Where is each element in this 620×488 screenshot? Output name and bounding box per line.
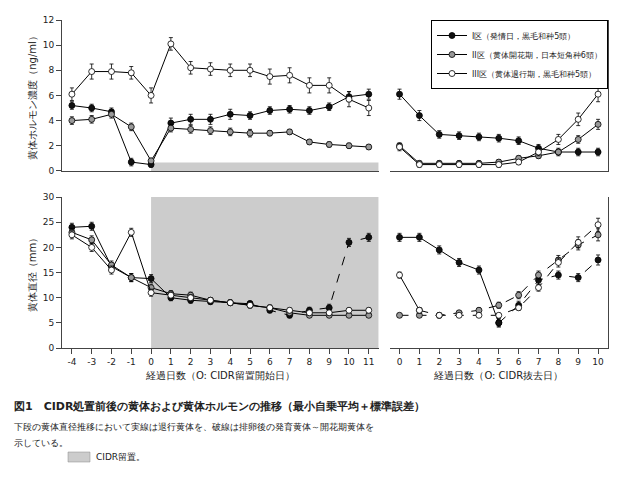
svg-text:8: 8 <box>307 357 313 367</box>
svg-text:2: 2 <box>188 357 194 367</box>
svg-text:CIDR留置。: CIDR留置。 <box>96 452 145 462</box>
svg-text:-3: -3 <box>87 357 96 367</box>
svg-text:10: 10 <box>43 293 55 303</box>
svg-text:4: 4 <box>48 116 54 126</box>
svg-text:6: 6 <box>267 357 273 367</box>
svg-text:0: 0 <box>48 166 54 176</box>
svg-text:-2: -2 <box>107 357 116 367</box>
svg-text:1: 1 <box>168 357 174 367</box>
svg-text:4: 4 <box>227 357 233 367</box>
svg-text:3: 3 <box>456 357 462 367</box>
svg-text:12: 12 <box>43 15 54 25</box>
svg-text:5: 5 <box>247 357 253 367</box>
svg-text:0: 0 <box>48 343 54 353</box>
svg-text:示している。: 示している。 <box>14 438 68 448</box>
svg-text:11: 11 <box>363 357 374 367</box>
svg-text:9: 9 <box>575 357 581 367</box>
svg-text:7: 7 <box>536 357 542 367</box>
svg-text:30: 30 <box>43 192 55 202</box>
svg-text:6: 6 <box>516 357 522 367</box>
svg-text:0: 0 <box>148 357 154 367</box>
svg-text:II区（黄体開花期，日本短角种6頭）: II区（黄体開花期，日本短角种6頭） <box>472 51 602 60</box>
svg-text:4: 4 <box>476 357 482 367</box>
svg-text:8: 8 <box>48 65 54 75</box>
svg-text:7: 7 <box>287 357 293 367</box>
svg-text:9: 9 <box>326 357 332 367</box>
svg-text:黄体直径（mm）: 黄体直径（mm） <box>27 233 38 312</box>
svg-text:10: 10 <box>343 357 355 367</box>
svg-text:0: 0 <box>397 357 403 367</box>
svg-text:黄体ホルモン濃度（ng/ml）: 黄体ホルモン濃度（ng/ml） <box>27 31 38 160</box>
svg-text:5: 5 <box>48 318 54 328</box>
svg-text:6: 6 <box>48 91 54 101</box>
svg-text:25: 25 <box>43 217 54 227</box>
svg-text:-4: -4 <box>67 357 76 367</box>
svg-text:経過日数（O: CIDR留置開始日）: 経過日数（O: CIDR留置開始日） <box>145 370 295 381</box>
svg-text:経過日数（O: CIDR抜去日）: 経過日数（O: CIDR抜去日） <box>433 370 563 381</box>
svg-text:-1: -1 <box>127 357 136 367</box>
svg-text:図1 CIDR処置前後の黄体および黄体ホルモンの推移（最小自: 図1 CIDR処置前後の黄体および黄体ホルモンの推移（最小自乗平均＋標準誤差） <box>14 400 425 413</box>
svg-text:5: 5 <box>496 357 502 367</box>
svg-text:20: 20 <box>43 243 55 253</box>
svg-text:3: 3 <box>208 357 214 367</box>
svg-text:2: 2 <box>48 141 54 151</box>
svg-text:10: 10 <box>43 40 55 50</box>
svg-text:15: 15 <box>43 268 54 278</box>
svg-text:10: 10 <box>592 357 604 367</box>
svg-text:I区（発情日，黒毛和种5頭）: I区（発情日，黒毛和种5頭） <box>472 32 575 41</box>
svg-text:III区（黄体退行期，黒毛和种5頭）: III区（黄体退行期，黒毛和种5頭） <box>472 70 596 79</box>
svg-text:2: 2 <box>436 357 442 367</box>
svg-text:8: 8 <box>555 357 561 367</box>
svg-text:下段の黄体直径推移において実線は退行黄体を、破線は排卵後の発: 下段の黄体直径推移において実線は退行黄体を、破線は排卵後の発育黄体～開花期黄体を <box>14 422 374 432</box>
svg-text:1: 1 <box>417 357 423 367</box>
